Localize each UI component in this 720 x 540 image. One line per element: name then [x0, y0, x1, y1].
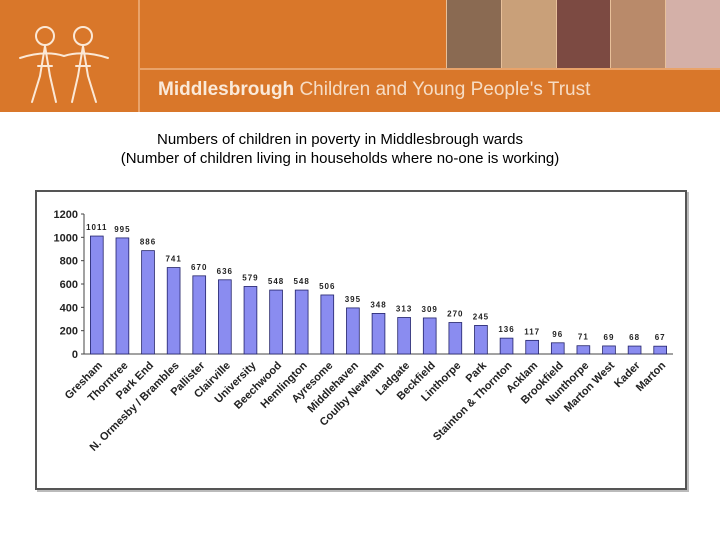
bar [218, 279, 232, 355]
data-label: 270 [447, 310, 463, 319]
bar [550, 342, 565, 355]
bar [602, 345, 616, 355]
child-photo-4 [610, 0, 666, 68]
child-photo-5 [665, 0, 720, 68]
chart-title: Numbers of children in poverty in Middle… [0, 130, 680, 168]
data-label: 69 [604, 333, 615, 342]
data-label: 506 [319, 282, 335, 291]
bar [166, 267, 181, 355]
data-label: 395 [345, 295, 361, 304]
bar [448, 322, 463, 355]
bar [141, 250, 155, 355]
bar [525, 339, 539, 355]
y-tick-label: 200 [60, 326, 78, 338]
bar [627, 345, 642, 355]
org-name: Middlesbrough Children and Young People'… [158, 79, 590, 101]
bar [397, 317, 411, 355]
bar [422, 317, 437, 355]
logo [0, 0, 140, 112]
org-name-bold: Middlesbrough [158, 79, 295, 100]
data-label: 67 [655, 333, 666, 342]
bar [320, 294, 335, 355]
child-photo-1 [446, 0, 501, 68]
y-tick-label: 1200 [54, 209, 78, 221]
data-label: 548 [268, 277, 284, 286]
bar [576, 345, 591, 355]
y-tick-label: 1000 [54, 232, 78, 244]
data-label: 71 [578, 333, 589, 342]
bar [653, 345, 667, 355]
bar [269, 289, 283, 355]
children-photo-strip [446, 0, 720, 68]
data-label: 117 [524, 327, 540, 336]
bar [474, 325, 488, 355]
bar [371, 313, 386, 355]
bar [243, 286, 258, 355]
data-label: 548 [293, 277, 309, 286]
child-photo-2 [500, 0, 556, 68]
data-label: 741 [165, 255, 181, 264]
y-tick-label: 600 [60, 279, 78, 291]
data-label: 96 [552, 330, 563, 339]
y-tick-label: 0 [72, 349, 78, 361]
data-label: 886 [140, 238, 156, 247]
chart-frame: 0 200 400 600 800 1000 1200 1011 Gresham 995 Thorn… [35, 190, 687, 490]
child-photo-3 [555, 0, 611, 68]
bar [115, 237, 130, 355]
chart-title-line2: (Number of children living in households… [120, 150, 560, 167]
bar [90, 235, 104, 355]
data-label: 670 [191, 263, 207, 272]
data-label: 348 [370, 300, 386, 309]
bar [192, 275, 207, 355]
data-label: 309 [422, 305, 438, 314]
data-label: 68 [629, 333, 640, 342]
header-banner: Middlesbrough Children and Young People'… [0, 0, 720, 112]
y-tick-label: 800 [60, 256, 78, 268]
data-label: 1011 [86, 223, 107, 232]
org-name-rest: Children and Young People's Trust [299, 79, 591, 100]
data-label: 636 [217, 267, 233, 276]
bar [346, 307, 360, 355]
bar [294, 289, 309, 355]
data-label: 579 [242, 273, 258, 282]
bar [499, 337, 514, 355]
chart-title-line1: Numbers of children in poverty in Middle… [156, 131, 523, 148]
data-label: 995 [114, 225, 130, 234]
data-label: 136 [498, 325, 514, 334]
y-tick-label: 400 [60, 302, 78, 314]
children-holding-hands-icon [19, 26, 109, 103]
header-divider [138, 68, 720, 70]
data-label: 245 [473, 312, 489, 321]
bar-chart: 0200400600800100012001011Gresham995Thorn… [54, 209, 673, 454]
data-label: 313 [396, 304, 412, 313]
